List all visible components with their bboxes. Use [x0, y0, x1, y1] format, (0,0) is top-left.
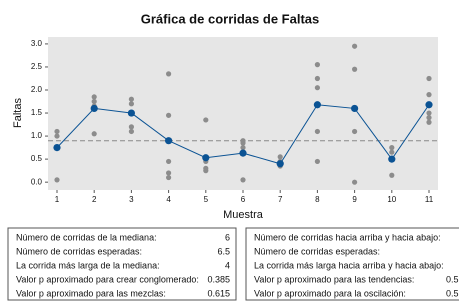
- stat-value: 6.5: [217, 246, 230, 256]
- x-axis-label: Muestra: [223, 209, 264, 221]
- stat-label: Número de corridas esperadas:: [16, 246, 142, 256]
- mean-point: [239, 149, 247, 157]
- y-tick-label: 0.0: [31, 177, 43, 186]
- stat-value: 6: [225, 232, 230, 242]
- point: [166, 174, 172, 181]
- point: [166, 170, 172, 176]
- y-tick-label: 2.5: [31, 62, 43, 71]
- point: [240, 140, 246, 146]
- x-tick-label: 10: [387, 195, 396, 204]
- point: [166, 71, 172, 77]
- point: [128, 124, 134, 130]
- point: [314, 85, 320, 91]
- point: [426, 119, 432, 125]
- x-tick-label: 1: [55, 195, 60, 204]
- mean-point: [53, 144, 61, 152]
- point: [91, 131, 97, 137]
- stat-label: Valor p aproximado para la oscilación:: [254, 288, 406, 298]
- plot-area: [48, 37, 438, 190]
- x-tick-label: 2: [92, 195, 97, 204]
- point: [389, 172, 395, 178]
- mean-point: [202, 154, 210, 162]
- point: [91, 98, 97, 105]
- point: [352, 43, 358, 49]
- stat-label: Número de corridas hacia arriba y hacia …: [254, 232, 441, 242]
- stat-value: 0.5: [446, 274, 459, 284]
- y-tick-label: 1.5: [31, 108, 43, 117]
- point: [352, 128, 358, 135]
- x-tick-label: 3: [129, 195, 134, 204]
- mean-point: [351, 104, 359, 113]
- point: [389, 145, 395, 151]
- mean-point: [165, 137, 173, 145]
- y-tick-label: 2.0: [31, 85, 43, 94]
- stats-box: [7, 227, 237, 301]
- point: [352, 179, 358, 185]
- point: [314, 75, 320, 82]
- point: [166, 112, 172, 118]
- mean-point: [276, 160, 284, 168]
- point: [426, 115, 432, 121]
- point: [54, 128, 60, 135]
- point: [352, 66, 358, 72]
- y-tick-label: 1.0: [31, 131, 43, 140]
- stat-label: Número de corridas esperadas:: [254, 246, 380, 256]
- x-tick-label: 5: [204, 195, 209, 204]
- point: [240, 145, 246, 151]
- stat-label: Valor p aproximado para las tendencias:: [254, 274, 414, 284]
- x-tick-label: 9: [352, 195, 357, 204]
- point: [203, 117, 209, 123]
- mean-point: [313, 101, 321, 109]
- point: [91, 94, 97, 100]
- point: [54, 177, 60, 183]
- chart-title: Gráfica de corridas de Faltas: [141, 11, 319, 26]
- point: [240, 177, 246, 183]
- point: [128, 96, 134, 102]
- stat-label: La corrida más larga de la mediana:: [16, 260, 160, 270]
- stats-box: [245, 227, 459, 301]
- point: [128, 128, 134, 135]
- stat-label: Valor p aproximado para crear conglomera…: [16, 274, 199, 284]
- x-tick-label: 11: [425, 195, 434, 204]
- y-tick-label: 0.5: [31, 154, 43, 163]
- stat-value: 0.385: [207, 274, 230, 284]
- point: [426, 110, 432, 116]
- stat-value: 4: [225, 260, 230, 270]
- point: [203, 168, 209, 174]
- point: [166, 158, 172, 165]
- x-tick-label: 4: [166, 195, 171, 204]
- y-tick-label: 3.0: [31, 39, 43, 48]
- mean-point: [90, 104, 98, 113]
- stat-value: 0.615: [207, 288, 230, 298]
- point: [426, 75, 432, 82]
- stat-label: Número de corridas de la mediana:: [16, 232, 157, 242]
- mean-point: [425, 101, 433, 109]
- x-tick-label: 6: [241, 195, 246, 204]
- stat-label: Valor p aproximado para las mezclas:: [16, 288, 166, 298]
- stat-value: 0.5: [446, 288, 459, 298]
- point: [314, 158, 320, 165]
- point: [426, 92, 432, 98]
- y-axis-label: Faltas: [12, 98, 24, 128]
- point: [314, 128, 320, 135]
- x-tick-label: 8: [315, 195, 320, 204]
- point: [54, 133, 60, 139]
- mean-point: [127, 109, 135, 117]
- point: [389, 149, 395, 155]
- point: [128, 101, 134, 107]
- stat-label: La corrida más larga hacia arriba y haci…: [254, 260, 444, 270]
- point: [277, 154, 283, 160]
- point: [314, 62, 320, 68]
- x-tick-label: 7: [278, 195, 283, 204]
- mean-point: [388, 155, 396, 163]
